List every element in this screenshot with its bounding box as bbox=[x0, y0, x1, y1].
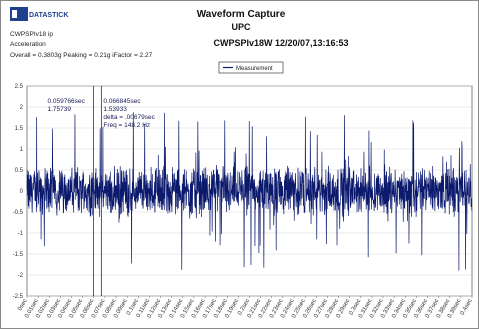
cursor-label: delta = .00679sec bbox=[103, 114, 155, 121]
cursor-label: 0.066845sec bbox=[103, 98, 141, 105]
legend: Measurement bbox=[218, 61, 284, 74]
datastick-logo: DATASTICK bbox=[10, 7, 68, 21]
y-tick-label: -2 bbox=[18, 273, 24, 279]
y-tick-label: -0.5 bbox=[13, 210, 24, 216]
info-line-1: CWPSPIv18 ip bbox=[10, 31, 53, 38]
legend-label: Measurement bbox=[236, 66, 273, 72]
y-tick-label: -2.5 bbox=[13, 294, 24, 300]
legend-box bbox=[218, 61, 284, 74]
point-line: CWPSPIv18W 12/20/07,13:16:53 bbox=[213, 38, 348, 48]
cursor-label: 1.53933 bbox=[103, 106, 127, 113]
x-axis: 0sec0.01sec0.02sec0.03sec0.04sec0.05sec0… bbox=[17, 296, 474, 319]
y-tick-label: 0.5 bbox=[15, 168, 24, 174]
y-tick-label: 2.5 bbox=[15, 84, 24, 90]
cursor-label: 0.059766sec bbox=[47, 98, 85, 105]
logo-text: DATASTICK bbox=[29, 12, 68, 19]
info-line-2: Acceleration bbox=[10, 41, 46, 48]
y-tick-label: -1.5 bbox=[13, 252, 24, 258]
y-tick-label: 0 bbox=[20, 189, 24, 195]
y-axis: 2.5 2 1.5 1 0.5 0 -0.5 -1 -1.5 -2 -2.5 bbox=[13, 84, 24, 300]
chart-subtitle: UPC bbox=[231, 22, 251, 32]
x-tick-label: 0sec bbox=[17, 298, 29, 312]
cursor-label: Freq = 148.2 Hz bbox=[103, 122, 150, 129]
cursor-label: 1.75739 bbox=[47, 106, 71, 113]
y-tick-label: -1 bbox=[18, 231, 24, 237]
info-line-3: Overall = 0.3803g Peaking = 0.21g iFacto… bbox=[10, 52, 153, 59]
y-tick-label: 1.5 bbox=[15, 126, 24, 132]
y-tick-label: 1 bbox=[20, 147, 24, 153]
chart-title: Waveform Capture bbox=[197, 9, 286, 20]
y-tick-label: 2 bbox=[20, 105, 24, 111]
